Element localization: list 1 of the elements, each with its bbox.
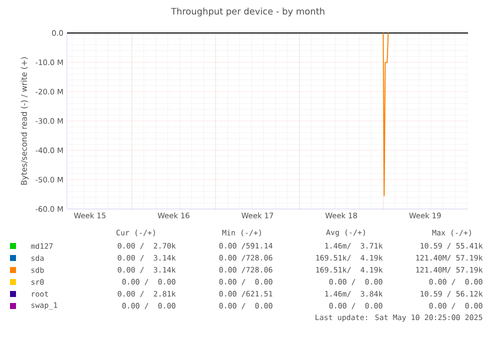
chart-title: Throughput per device - by month — [170, 8, 324, 16]
